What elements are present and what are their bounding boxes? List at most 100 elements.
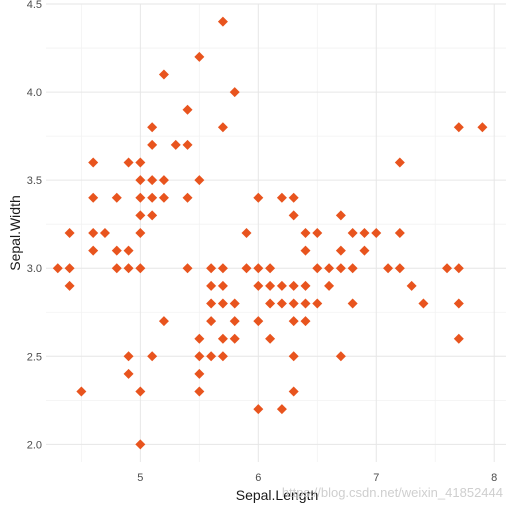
data-point xyxy=(217,16,228,27)
data-point xyxy=(194,51,205,62)
data-point xyxy=(241,228,252,238)
data-point xyxy=(135,175,146,186)
data-point xyxy=(206,351,217,362)
x-axis-ticks: 5 6 7 8 xyxy=(137,472,497,484)
data-point xyxy=(383,263,394,274)
data-point xyxy=(276,280,287,291)
data-point xyxy=(335,210,346,221)
data-point xyxy=(88,245,99,256)
data-point xyxy=(123,245,134,256)
data-point xyxy=(276,404,287,415)
data-point xyxy=(194,351,205,362)
y-tick-label: 4.5 xyxy=(27,0,42,11)
x-tick-label: 5 xyxy=(137,472,143,484)
data-point xyxy=(276,192,287,203)
data-point xyxy=(300,316,311,327)
data-point xyxy=(300,280,311,291)
x-tick-label: 8 xyxy=(491,472,497,484)
data-point xyxy=(123,263,134,274)
data-point xyxy=(324,263,335,274)
data-point xyxy=(442,263,453,274)
data-point xyxy=(418,298,429,309)
y-tick-label: 2.5 xyxy=(27,351,42,363)
data-point xyxy=(217,298,228,309)
data-point xyxy=(170,139,181,150)
y-tick-label: 4.0 xyxy=(27,87,42,99)
data-point xyxy=(194,368,205,379)
data-point xyxy=(99,228,110,238)
data-point xyxy=(147,122,158,133)
data-point xyxy=(453,298,464,309)
data-point xyxy=(206,280,217,291)
data-point xyxy=(335,245,346,256)
x-tick-label: 6 xyxy=(255,472,261,484)
data-point xyxy=(88,228,99,238)
data-point xyxy=(253,263,264,274)
data-point xyxy=(253,280,264,291)
data-point xyxy=(123,157,134,168)
data-point xyxy=(229,333,240,344)
data-point xyxy=(288,351,299,362)
data-point xyxy=(394,157,405,168)
data-point xyxy=(288,316,299,327)
data-point xyxy=(288,192,299,203)
data-point xyxy=(111,245,122,256)
data-point xyxy=(182,104,193,115)
data-point xyxy=(147,175,158,186)
data-point xyxy=(158,192,169,203)
data-point xyxy=(206,263,217,274)
y-tick-label: 3.0 xyxy=(27,263,42,275)
y-tick-label: 2.0 xyxy=(27,439,42,451)
data-point xyxy=(206,316,217,327)
data-point xyxy=(135,210,146,221)
y-axis-title: Sepal.Width xyxy=(7,195,23,270)
data-point xyxy=(335,351,346,362)
data-point xyxy=(182,139,193,150)
data-point xyxy=(453,122,464,133)
data-point xyxy=(406,280,417,291)
data-point xyxy=(324,280,335,291)
x-axis-title: Sepal.Length xyxy=(236,487,319,503)
data-point xyxy=(347,228,358,238)
data-point xyxy=(300,245,311,256)
data-point xyxy=(194,386,205,397)
data-point xyxy=(135,386,146,397)
data-point xyxy=(217,333,228,344)
data-point xyxy=(217,351,228,362)
data-point xyxy=(76,386,87,397)
data-point xyxy=(147,351,158,362)
y-tick-label: 3.5 xyxy=(27,175,42,187)
data-point xyxy=(111,192,122,203)
data-point xyxy=(335,263,346,274)
data-point xyxy=(217,280,228,291)
data-point xyxy=(312,298,323,309)
data-point xyxy=(64,228,75,238)
data-point xyxy=(64,263,75,274)
data-point xyxy=(265,333,276,344)
data-point xyxy=(453,333,464,344)
data-point xyxy=(394,263,405,274)
data-point xyxy=(194,175,205,186)
data-point xyxy=(64,280,75,291)
data-point xyxy=(217,263,228,274)
data-point xyxy=(288,280,299,291)
data-point xyxy=(241,263,252,274)
data-point xyxy=(135,157,146,168)
data-point xyxy=(300,298,311,309)
major-gridlines xyxy=(46,3,506,462)
data-point xyxy=(182,192,193,203)
data-point xyxy=(265,263,276,274)
data-point xyxy=(229,316,240,327)
data-point xyxy=(359,245,370,256)
data-point xyxy=(135,228,146,238)
minor-gridlines xyxy=(46,4,506,462)
data-point xyxy=(111,263,122,274)
data-point xyxy=(347,298,358,309)
data-point xyxy=(288,386,299,397)
data-point xyxy=(217,122,228,133)
data-point xyxy=(253,316,264,327)
data-point xyxy=(147,192,158,203)
data-point xyxy=(477,122,488,133)
data-point xyxy=(312,228,323,238)
